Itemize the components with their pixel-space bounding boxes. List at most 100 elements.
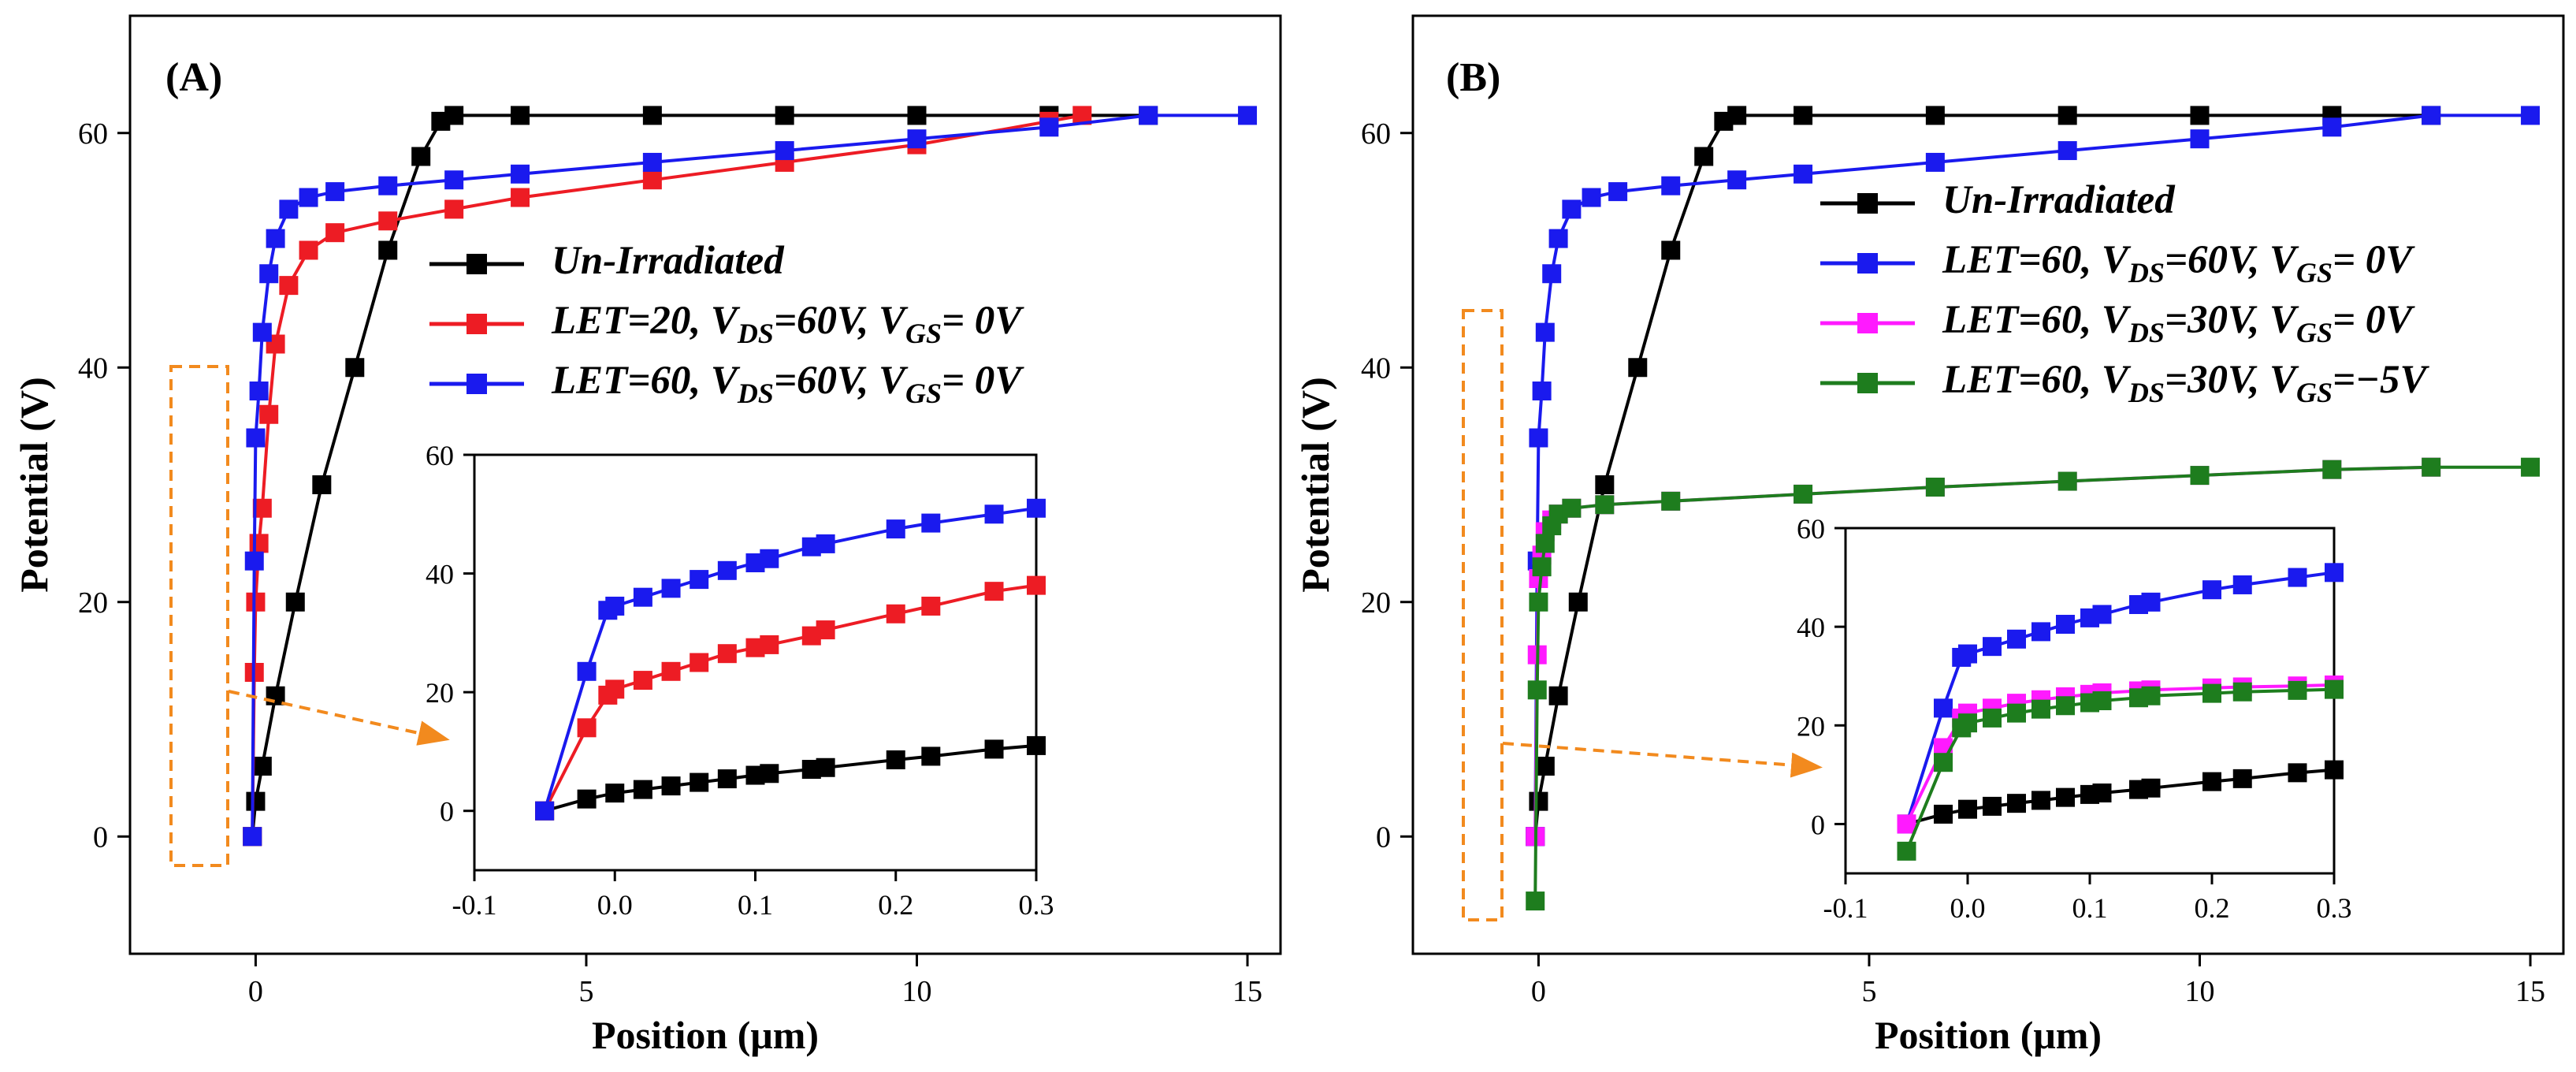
zoom-region-box xyxy=(1462,309,1504,921)
inset-data-point xyxy=(535,801,555,821)
panel-a: 0 5 10 15 0 20 40 60 (A) Position (μm) Potential (… xyxy=(12,14,1282,1057)
inset-x-tick-label: -0.1 xyxy=(452,889,497,921)
inset-data-point xyxy=(1027,498,1046,518)
data-point xyxy=(259,404,279,424)
inset-data-point xyxy=(2056,787,2075,807)
inset-data-point xyxy=(1958,713,1977,733)
legend-text-part: Un-Irradiated xyxy=(552,239,785,283)
data-point xyxy=(1039,117,1059,137)
inset-data-point xyxy=(2031,699,2050,719)
inset-data-point xyxy=(816,757,835,777)
data-point xyxy=(775,106,794,125)
inset-data-point xyxy=(1983,708,2002,728)
x-tick-label: 0 xyxy=(248,975,263,1008)
y-axis-title: Potential (V) xyxy=(1293,377,1337,593)
data-point xyxy=(1532,382,1552,400)
data-point xyxy=(642,152,662,172)
legend-text-part: = 0V xyxy=(942,299,1024,343)
inset-data-point xyxy=(2325,563,2344,583)
legend-text-part: LET=60, V xyxy=(1942,238,2132,282)
inset-data-point xyxy=(2092,691,2112,710)
inset-data-point xyxy=(690,653,709,672)
x-axis-title: Position (μm) xyxy=(1875,1013,2102,1057)
data-point xyxy=(1562,498,1582,518)
inset-y-tick-label: 40 xyxy=(1797,612,1825,643)
x-tick-label: 15 xyxy=(2515,975,2545,1008)
inset-data-point xyxy=(886,604,905,623)
inset-data-point xyxy=(984,582,1004,601)
inset-data-point xyxy=(633,671,652,690)
data-point xyxy=(1529,428,1548,448)
y-tick-label: 20 xyxy=(78,586,108,620)
data-point xyxy=(252,322,272,342)
inset-plot: -0.1 0.0 0.1 0.2 0.3 0 20 40 60 xyxy=(1797,513,2352,924)
legend-text-part: = 0V xyxy=(2333,298,2415,342)
data-point xyxy=(246,428,266,448)
legend-text-part: LET=60, V xyxy=(1942,358,2132,402)
data-point xyxy=(2190,106,2210,125)
inset-y-tick-label: 0 xyxy=(1811,809,1825,840)
data-point xyxy=(378,240,398,260)
data-point xyxy=(642,106,662,125)
data-point xyxy=(249,382,269,400)
inset-data-point xyxy=(661,579,681,598)
y-tick-label: 60 xyxy=(78,117,108,151)
inset-data-point xyxy=(1983,637,2002,657)
inset-data-point xyxy=(577,718,597,738)
inset-data-point xyxy=(661,661,681,681)
inset-data-point xyxy=(577,661,597,681)
legend-text-part: LET=60, V xyxy=(551,359,741,403)
inset-y-tick-label: 0 xyxy=(440,796,454,828)
data-point xyxy=(252,757,272,776)
inset-data-point xyxy=(633,587,652,607)
panel-b: 0 5 10 15 0 20 40 60 (B) Position (μm) Potential (… xyxy=(1293,14,2565,1057)
data-point xyxy=(345,358,365,378)
legend-text-part: =−5V xyxy=(2333,358,2429,402)
data-point xyxy=(1794,106,1813,125)
inset-data-point xyxy=(886,519,905,539)
data-point xyxy=(2057,106,2077,125)
inset-data-point xyxy=(2092,784,2112,803)
inset-data-point xyxy=(2031,791,2050,810)
legend-entry: LET=60, VDS=30V, VGS= 0V xyxy=(1942,298,2415,348)
panel-label: (B) xyxy=(1446,55,1500,100)
x-tick-label: 0 xyxy=(1531,975,1546,1008)
inset-data-point xyxy=(1027,575,1046,595)
inset-data-point xyxy=(816,534,835,553)
legend-subscript: GS xyxy=(905,318,942,349)
legend-marker xyxy=(467,314,487,334)
legend-text-part: LET=20, V xyxy=(551,299,741,343)
data-point xyxy=(907,129,927,149)
inset-data-point xyxy=(760,549,779,568)
inset-data-point xyxy=(2232,769,2252,788)
data-point xyxy=(1628,358,1648,378)
data-point xyxy=(511,164,530,184)
y-tick-label: 60 xyxy=(1361,117,1391,151)
inset-data-point xyxy=(921,746,941,766)
legend-text-part: LET=60, V xyxy=(1942,298,2132,342)
data-point xyxy=(1532,557,1552,577)
legend-entry: LET=60, VDS=60V, VGS= 0V xyxy=(551,359,1024,409)
inset-data-point xyxy=(2202,580,2221,600)
inset-data-point xyxy=(2325,679,2344,699)
legend-marker xyxy=(467,374,487,394)
data-point xyxy=(411,147,431,166)
x-axis-title: Position (μm) xyxy=(592,1013,819,1057)
data-point xyxy=(1535,322,1555,342)
inset-x-tick-label: 0.2 xyxy=(2195,892,2230,924)
inset-data-point xyxy=(1934,753,1953,772)
data-point xyxy=(299,188,318,207)
data-point xyxy=(907,106,927,125)
data-point xyxy=(2322,117,2342,137)
legend-entry: LET=20, VDS=60V, VGS= 0V xyxy=(551,299,1024,349)
data-point xyxy=(285,592,305,612)
plot-frame xyxy=(1411,14,2565,955)
inset-data-point xyxy=(605,596,625,616)
data-point xyxy=(1542,264,1562,284)
inset-data-point xyxy=(2141,778,2161,798)
inset-data-point xyxy=(717,769,737,789)
legend-subscript: GS xyxy=(2296,317,2333,348)
inset-data-point xyxy=(1027,735,1046,755)
data-point xyxy=(1582,188,1601,207)
data-point xyxy=(775,141,794,161)
